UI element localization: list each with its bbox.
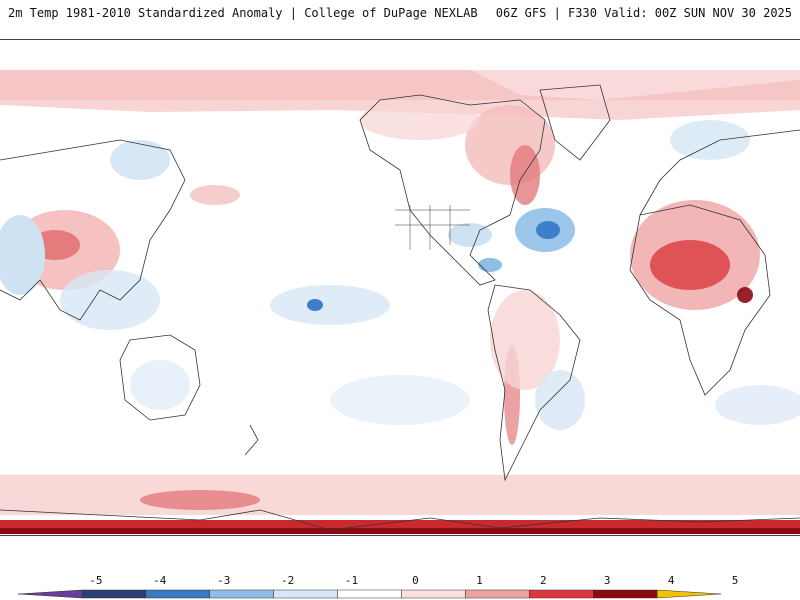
colorbar-swatch <box>145 589 210 599</box>
europe-cool-area <box>670 120 750 160</box>
colorbar-tick-label: 5 <box>732 574 739 587</box>
colorbar-tick-label: 0 <box>412 574 419 587</box>
colorbar-swatch <box>593 589 658 599</box>
na-east-warm-core <box>510 145 540 205</box>
colorbar-swatch <box>209 589 274 599</box>
colorbar-legend: -5 -4 -3 -2 -1 0 1 2 3 4 5 <box>17 574 739 599</box>
antarctic-edge-band <box>0 520 800 530</box>
colorbar-swatch <box>337 589 402 599</box>
pacific-cool-core <box>307 299 323 311</box>
colorbar-tick-label: 3 <box>604 574 611 587</box>
map-title: 2m Temp 1981-2010 Standardized Anomaly |… <box>8 6 478 20</box>
atlantic-cool-core <box>536 221 560 239</box>
sa-cool-area <box>535 370 585 430</box>
southern-warm-band <box>0 475 800 515</box>
colorbar-max-triangle <box>656 589 722 599</box>
model-run-info: 06Z GFS | F330 Valid: 00Z SUN NOV 30 202… <box>495 6 792 20</box>
caribbean-cool-area <box>448 223 492 247</box>
africa-outline <box>629 204 771 396</box>
colorbar-swatch <box>273 589 338 599</box>
colorbar-tick-label: -4 <box>153 574 167 587</box>
east-africa-core <box>737 287 753 303</box>
colorbar-min-triangle <box>17 589 83 599</box>
australia-outline <box>119 334 201 421</box>
greenland-outline <box>539 84 611 161</box>
colorbar-tick-label: 2 <box>540 574 547 587</box>
canada-warm-area <box>360 100 480 140</box>
asia-cool-area <box>0 215 45 295</box>
colorbar-tick-label: 1 <box>476 574 483 587</box>
antarctica-outline <box>0 509 800 531</box>
sa-warm-area <box>490 290 560 390</box>
colorbar-tick-label: -3 <box>217 574 230 587</box>
colorbar-tick-label: 4 <box>668 574 675 587</box>
colorbar-tick-label: -2 <box>281 574 294 587</box>
colorbar-tick-label: -1 <box>345 574 358 587</box>
colorbar-swatch <box>529 589 594 599</box>
australia-cool-area <box>130 360 190 410</box>
south-pacific-cool <box>330 375 470 425</box>
antarctic-dark-band <box>0 528 800 534</box>
coastline-outlines <box>0 84 800 531</box>
us-states-grid <box>395 205 470 250</box>
pacific-warm-patch <box>190 185 240 205</box>
antarctic-warm-core <box>140 490 260 510</box>
europe-outline <box>639 129 800 216</box>
colorbar-swatch <box>81 589 147 599</box>
new-zealand-outline <box>244 424 259 456</box>
indian-ocean-cool <box>715 385 800 425</box>
anomaly-map <box>0 39 800 536</box>
colorbar-swatch <box>401 589 466 599</box>
colorbar-swatch <box>465 589 530 599</box>
asia-outline <box>0 139 186 321</box>
arctic-warm-area <box>0 70 800 120</box>
africa-warm-core <box>650 240 730 290</box>
pacific-cool-area <box>270 285 390 325</box>
central-america-cool <box>478 258 502 272</box>
indonesia-cool-area <box>60 270 160 330</box>
north-america-outline <box>359 94 546 286</box>
siberia-cool-area <box>110 140 170 180</box>
colorbar-tick-label: -5 <box>89 574 102 587</box>
south-america-outline <box>487 284 581 482</box>
